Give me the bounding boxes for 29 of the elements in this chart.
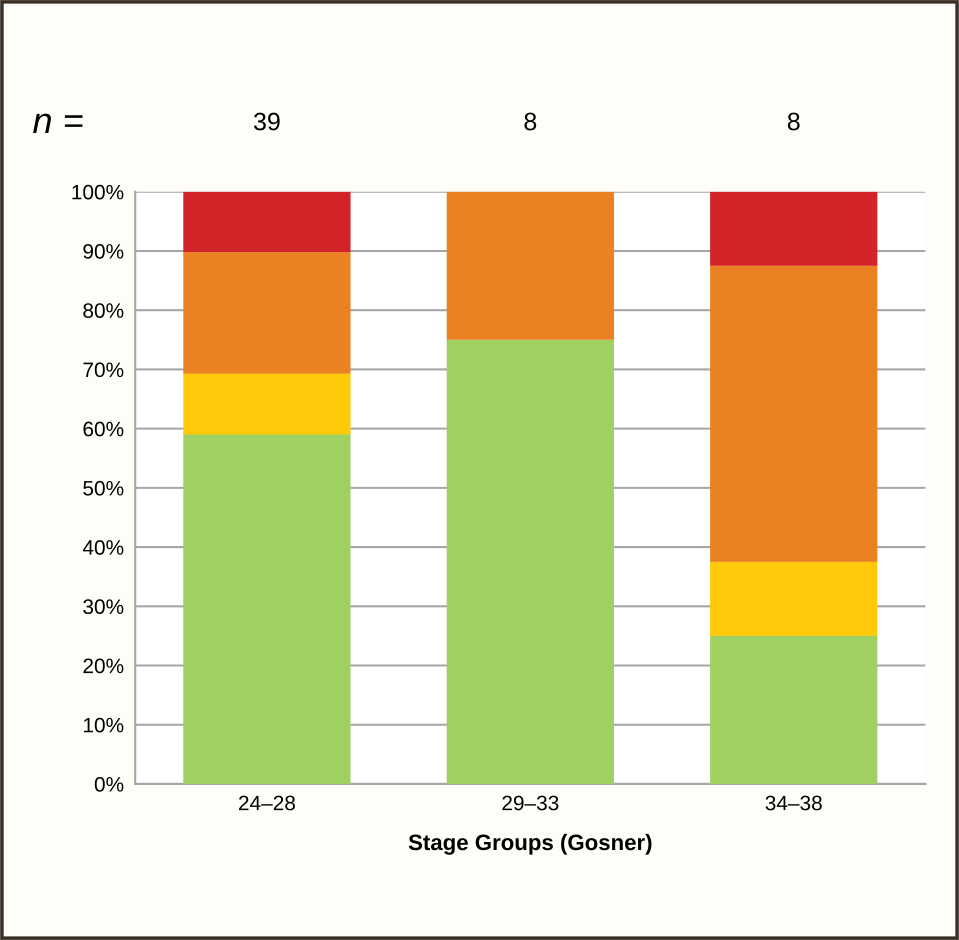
- y-tick-label: 20%: [83, 658, 124, 674]
- x-tick-label: 24–28: [239, 796, 295, 810]
- y-tick-label: 10%: [84, 718, 124, 732]
- bar: [446, 192, 614, 340]
- bar: [710, 562, 878, 636]
- bar: [183, 252, 351, 374]
- text: 8: [524, 112, 536, 130]
- bar: [710, 192, 878, 266]
- y-tick-label: 90%: [83, 244, 124, 259]
- y-tick-label: 40%: [82, 540, 124, 555]
- y-tick-label: 60%: [83, 422, 124, 436]
- y-tick-label: 70%: [83, 362, 124, 378]
- y-tick-label: 80%: [83, 303, 124, 318]
- text: 8: [788, 112, 800, 130]
- text: 39: [254, 112, 280, 130]
- y-tick-label: 100%: [72, 184, 124, 200]
- x-axis-title: Stage Groups (Gosner): [408, 834, 652, 855]
- y-tick-label: 50%: [83, 480, 124, 496]
- x-tick-label: 29–33: [502, 796, 558, 810]
- x-tick-label: 34–38: [766, 796, 822, 810]
- y-tick-label: 0%: [94, 776, 124, 792]
- bar: [183, 434, 351, 784]
- text: n =: [33, 114, 82, 133]
- bar: [183, 192, 351, 252]
- bar: [446, 340, 614, 784]
- y-tick-label: 30%: [83, 599, 124, 614]
- bar: [183, 374, 351, 435]
- bar: [710, 636, 878, 784]
- bar: [710, 266, 878, 562]
